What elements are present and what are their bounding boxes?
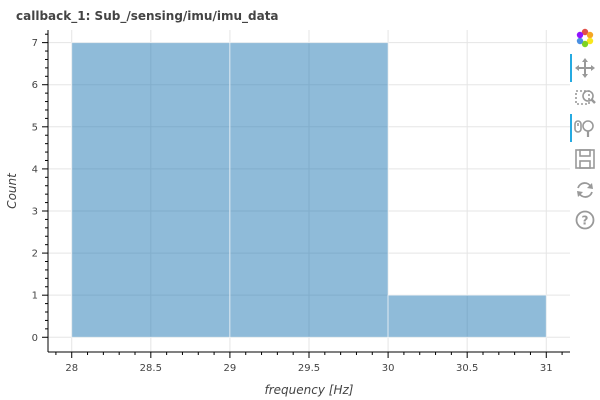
- pan-icon[interactable]: [575, 58, 595, 78]
- y-tick-label: 2: [32, 249, 38, 260]
- wheel-zoom-active-indicator: [570, 114, 572, 142]
- y-tick-label: 7: [32, 38, 38, 49]
- x-tick-label: 29: [224, 363, 237, 374]
- y-tick-label: 6: [32, 80, 38, 91]
- histogram-bar: [229, 42, 389, 338]
- x-axis: 28 28.5 29 29.5 30 30.5 31: [48, 351, 570, 374]
- save-icon[interactable]: [575, 149, 595, 169]
- bokeh-logo-icon[interactable]: [576, 28, 594, 48]
- histogram-bar: [387, 294, 547, 338]
- box-zoom-icon[interactable]: [575, 90, 596, 105]
- x-axis-label: frequency [Hz]: [265, 383, 354, 397]
- chart-title: callback_1: Sub_/sensing/imu/imu_data: [16, 9, 279, 24]
- help-icon[interactable]: ?: [575, 210, 595, 230]
- y-axis: 0 1 2 3 4 5 6 7: [32, 30, 49, 352]
- y-tick-label: 5: [32, 122, 38, 133]
- bars-group: [71, 42, 547, 338]
- x-tick-label: 29.5: [298, 363, 320, 374]
- x-tick-label: 31: [540, 363, 553, 374]
- x-tick-label: 28: [65, 363, 78, 374]
- y-tick-label: 4: [32, 164, 38, 175]
- y-axis-label: Count: [5, 172, 19, 209]
- toolbar: ?: [570, 28, 596, 230]
- wheel-zoom-icon[interactable]: [574, 120, 594, 137]
- y-tick-label: 1: [32, 291, 38, 302]
- x-tick-label: 30: [382, 363, 395, 374]
- histogram-bar: [71, 42, 231, 338]
- reset-icon[interactable]: [577, 182, 593, 198]
- x-tick-label: 30.5: [456, 363, 478, 374]
- plot-area[interactable]: [48, 30, 570, 352]
- x-tick-label: 28.5: [140, 363, 162, 374]
- y-tick-label: 0: [32, 333, 38, 344]
- svg-text:?: ?: [582, 214, 589, 228]
- y-tick-label: 3: [32, 206, 38, 217]
- pan-active-indicator: [570, 54, 572, 82]
